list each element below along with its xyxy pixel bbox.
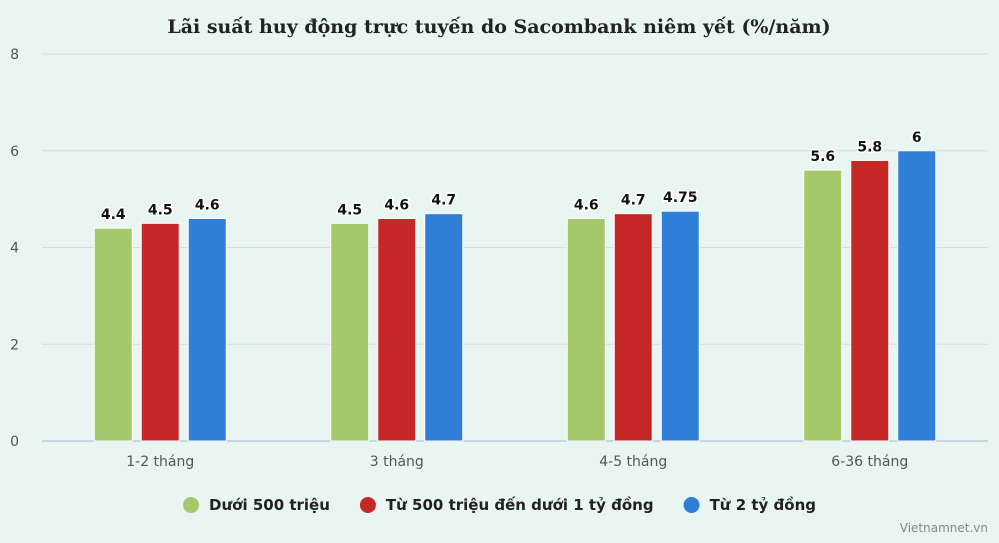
y-tick-label: 2 (10, 337, 19, 353)
bars (93, 150, 937, 442)
x-tick-label: 6-36 tháng (831, 454, 908, 470)
x-axis-ticks: 1-2 tháng 3 tháng 4-5 tháng 6-36 tháng (126, 454, 908, 470)
y-tick-label: 4 (10, 241, 19, 257)
data-label: 4.6 (384, 197, 409, 213)
x-tick-label: 3 tháng (370, 454, 424, 470)
legend-marker (183, 497, 200, 513)
bar[interactable] (377, 217, 417, 442)
legend-item[interactable]: Dưới 500 triệu (183, 496, 330, 514)
legend-label: Từ 2 tỷ đồng (710, 495, 816, 514)
legend-marker (359, 497, 376, 513)
y-tick-label: 0 (10, 434, 19, 450)
bar[interactable] (330, 222, 370, 442)
data-label: 5.8 (857, 139, 882, 155)
legend-label: Dưới 500 triệu (209, 496, 330, 514)
x-tick-label: 1-2 tháng (126, 454, 194, 470)
bar[interactable] (140, 222, 180, 442)
data-label: 4.7 (431, 193, 456, 209)
data-labels: 4.4 4.5 4.6 4.5 4.6 4.7 4.6 4.7 4.75 5.6 5.8 6 (99, 128, 923, 224)
gridlines (42, 53, 988, 442)
bar[interactable] (93, 227, 133, 442)
data-label: 4.5 (148, 202, 173, 218)
legend-item[interactable]: Từ 2 tỷ đồng (683, 495, 816, 514)
data-label: 4.5 (337, 202, 362, 218)
legend: Dưới 500 triệu Từ 500 triệu đến dưới 1 tỷ… (183, 495, 816, 514)
bar[interactable] (897, 150, 937, 442)
data-label: 4.6 (195, 197, 220, 213)
data-label: 4.75 (663, 190, 698, 206)
data-label: 4.4 (101, 207, 126, 223)
chart-title: Lãi suất huy động trực tuyến do Sacomban… (167, 16, 830, 38)
legend-label: Từ 500 triệu đến dưới 1 tỷ đồng (386, 495, 654, 514)
bar[interactable] (803, 169, 843, 442)
bar[interactable] (424, 213, 464, 442)
data-label: 4.7 (621, 193, 646, 209)
legend-marker (683, 497, 700, 513)
data-label: 4.6 (574, 197, 599, 213)
legend-item[interactable]: Từ 500 triệu đến dưới 1 tỷ đồng (359, 495, 654, 514)
y-tick-label: 8 (10, 47, 19, 63)
y-axis-ticks: 0 2 4 6 8 (10, 47, 19, 450)
bar[interactable] (850, 159, 890, 442)
data-label: 6 (912, 130, 922, 146)
bar[interactable] (566, 217, 606, 442)
data-label: 5.6 (810, 149, 835, 165)
bar[interactable] (660, 210, 700, 442)
bar[interactable] (613, 213, 653, 442)
watermark: Vietnamnet.vn (900, 521, 988, 535)
y-tick-label: 6 (10, 144, 19, 160)
bar[interactable] (187, 217, 227, 442)
x-tick-label: 4-5 tháng (599, 454, 667, 470)
